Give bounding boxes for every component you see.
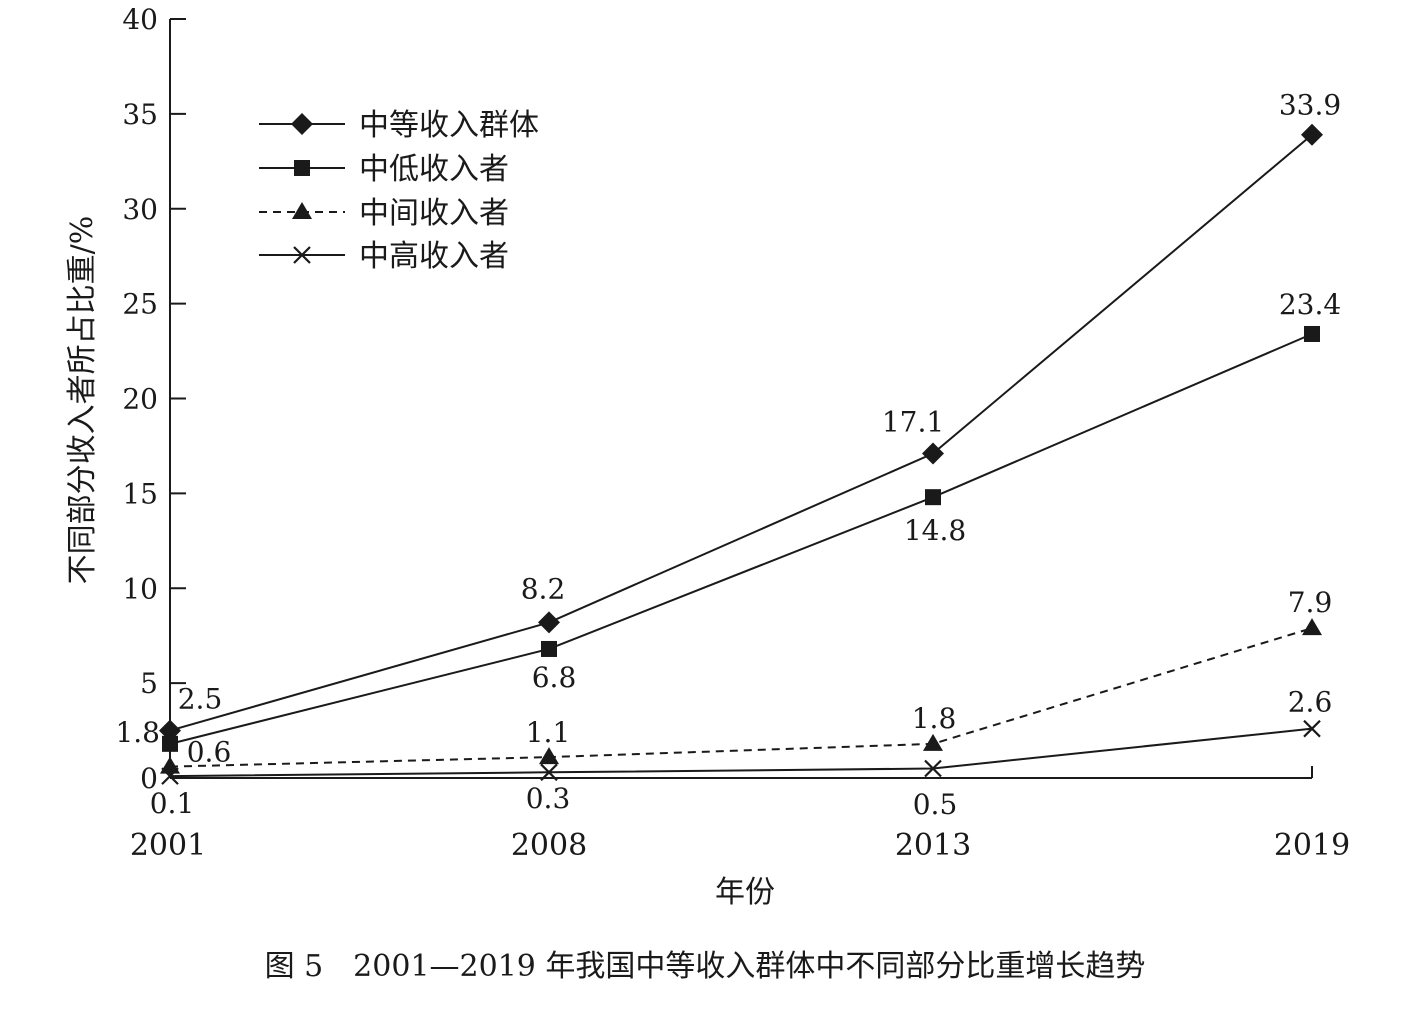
data-label: 1.8: [912, 702, 957, 735]
data-label: 17.1: [882, 406, 944, 439]
square-marker: [294, 160, 310, 176]
diamond-marker: [291, 113, 313, 135]
titles: 年份 不同部分收入者所占比重/% 图 5 2001—2019 年我国中等收入群体…: [65, 216, 1145, 984]
cross-marker: [161, 767, 179, 785]
y-tick-label: 15: [122, 477, 158, 510]
series-line: [169, 727, 1313, 778]
y-tick-label: 5: [140, 667, 158, 700]
data-label: 1.1: [526, 716, 571, 749]
triangle-marker: [292, 202, 312, 219]
data-label: 14.8: [904, 514, 966, 547]
square-marker: [925, 489, 941, 506]
diamond-marker: [922, 442, 944, 465]
data-label: 0.6: [187, 736, 232, 769]
series-square: [162, 325, 1320, 752]
triangle-marker: [923, 733, 943, 751]
x-axis-title: 年份: [715, 875, 775, 910]
data-label: 2.5: [178, 683, 223, 716]
data-label: 0.3: [526, 782, 571, 815]
square-marker: [541, 640, 557, 657]
axes: 0 5 10 15 20 25 30 35 40 2001 2008 2013 2019: [122, 3, 1350, 863]
cross-marker: [293, 246, 311, 264]
legend-entry: 中间收入者: [259, 196, 509, 231]
data-label: 33.9: [1279, 89, 1341, 122]
cross-marker: [924, 759, 942, 778]
figure-caption: 图 5 2001—2019 年我国中等收入群体中不同部分比重增长趋势: [265, 949, 1146, 984]
triangle-marker: [1302, 618, 1322, 636]
data-labels: 2.5 8.2 17.1 33.9 1.8 6.8 14.8 23.4 0.6 1.1 1.8 7.9…: [115, 89, 1341, 821]
series-lines: [159, 123, 1323, 785]
y-tick-label: 40: [122, 3, 158, 36]
data-label: 0.5: [913, 788, 958, 821]
x-tick-label: 2008: [511, 828, 587, 863]
diamond-marker: [538, 611, 560, 634]
y-axis-title: 不同部分收入者所占比重/%: [65, 216, 100, 585]
series-triangle: [160, 618, 1322, 774]
x-tick-label: 2001: [130, 828, 206, 863]
diamond-marker: [1301, 123, 1323, 146]
y-tick-label: 25: [122, 288, 158, 321]
y-tick-label: 20: [122, 383, 158, 416]
data-label: 8.2: [521, 572, 566, 605]
data-label: 0.1: [150, 787, 195, 820]
triangle-marker: [539, 747, 559, 765]
legend-entry: 中高收入者: [259, 239, 509, 274]
cross-marker: [1303, 719, 1321, 738]
series-line: [169, 333, 1313, 745]
series-cross: [161, 719, 1321, 785]
legend-label: 中低收入者: [359, 152, 509, 187]
legend-label: 中间收入者: [359, 196, 509, 231]
square-marker: [162, 735, 178, 752]
triangle-marker: [160, 756, 180, 774]
cross-marker: [540, 763, 558, 782]
data-label: 23.4: [1279, 288, 1341, 321]
data-label: 2.6: [1288, 686, 1333, 719]
series-line: [169, 627, 1313, 768]
data-label: 1.8: [115, 716, 160, 749]
legend-entry: 中等收入群体: [259, 108, 539, 143]
legend-label: 中高收入者: [359, 239, 509, 274]
series-diamond: [159, 123, 1323, 742]
x-tick-label: 2013: [895, 828, 971, 863]
y-tick-label: 30: [122, 193, 158, 226]
data-label: 6.8: [532, 661, 577, 694]
y-tick-label: 10: [122, 572, 158, 605]
y-tick-label: 35: [122, 98, 158, 131]
data-label: 7.9: [1288, 586, 1333, 619]
y-tick-label: 0: [140, 762, 158, 795]
legend-label: 中等收入群体: [359, 108, 539, 143]
x-tick-label: 2019: [1274, 828, 1350, 863]
series-line: [169, 133, 1313, 732]
square-marker: [1304, 325, 1320, 342]
legend-entry: 中低收入者: [259, 152, 509, 187]
